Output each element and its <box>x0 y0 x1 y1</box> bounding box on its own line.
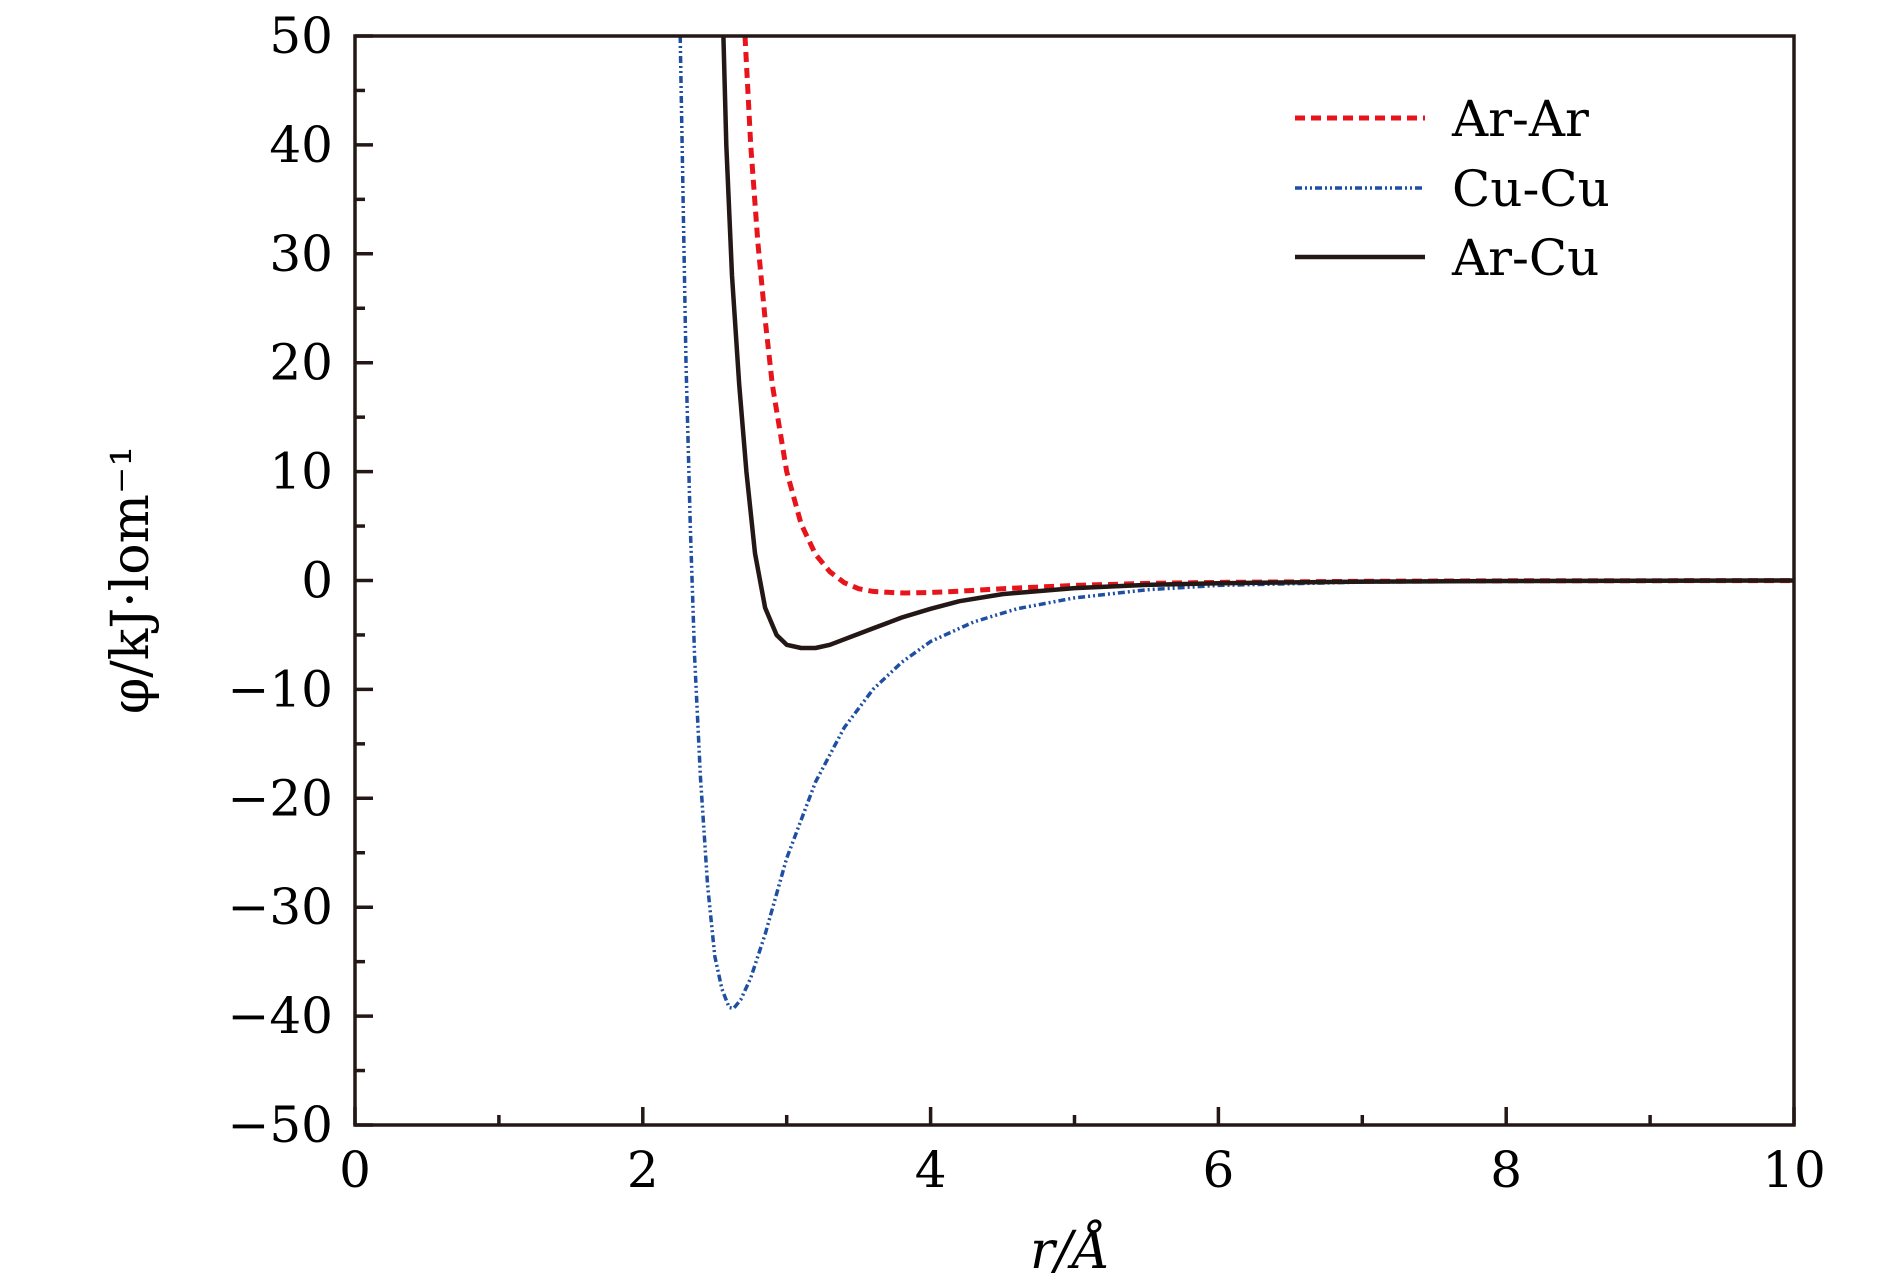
legend-label-cu-cu: Cu-Cu <box>1452 160 1610 218</box>
tick-labels: 0 2 4 6 8 10 50 40 30 20 10 0 −10 −20 −30 −40 −50 <box>227 7 1825 1199</box>
series-line-cu-cu <box>678 36 1794 1011</box>
legend-label-ar-cu: Ar-Cu <box>1451 229 1599 287</box>
x-axis-title: r/Å <box>1030 1219 1110 1276</box>
y-tick-label: 20 <box>269 334 333 392</box>
series-line-ar-cu <box>721 36 1794 651</box>
y-tick-label: −30 <box>227 878 333 936</box>
y-tick-label: −40 <box>227 987 333 1045</box>
y-tick-label: 0 <box>301 552 333 610</box>
x-tick-label: 6 <box>1202 1141 1234 1199</box>
y-tick-label: −20 <box>227 769 333 827</box>
y-tick-label: 10 <box>269 443 333 501</box>
legend: Ar-Ar Cu-Cu Ar-Cu <box>1295 90 1610 287</box>
legend-label-ar-ar: Ar-Ar <box>1451 90 1589 148</box>
y-tick-label: 40 <box>269 116 333 174</box>
x-tick-label: 4 <box>915 1141 947 1199</box>
x-tick-label: 0 <box>339 1141 371 1199</box>
y-tick-label: 30 <box>269 225 333 283</box>
x-tick-label: 2 <box>627 1141 659 1199</box>
ticks-layer <box>353 34 1796 1127</box>
y-axis-title: φ/kJ·lom⁻¹ <box>101 446 161 714</box>
y-tick-label: −50 <box>227 1096 333 1154</box>
series-line-ar-ar <box>742 36 1794 596</box>
x-tick-label: 8 <box>1490 1141 1522 1199</box>
series-layer <box>678 36 1794 1011</box>
y-tick-label: 50 <box>269 7 333 65</box>
y-tick-label: −10 <box>227 660 333 718</box>
x-tick-label: 10 <box>1762 1141 1826 1199</box>
